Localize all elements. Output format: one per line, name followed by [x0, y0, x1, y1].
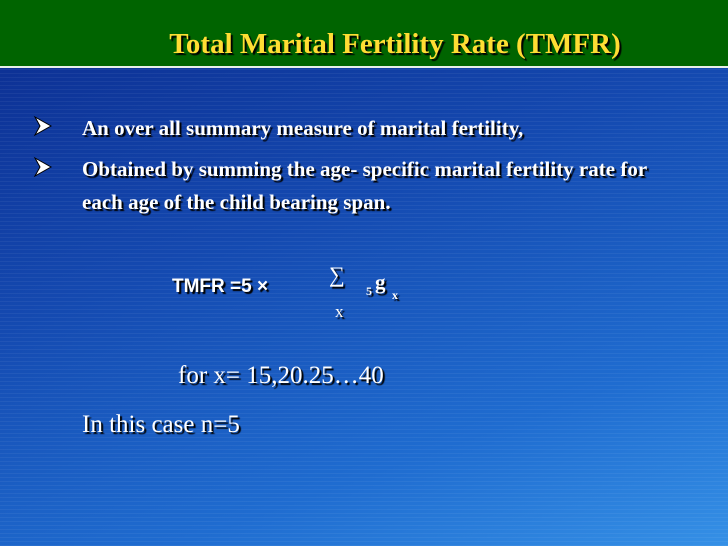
case-note: In this case n=5 — [82, 411, 240, 438]
slide-title: Total Marital Fertility Rate (TMFR) — [169, 28, 621, 60]
bullet-text: An over all summary measure of marital f… — [82, 116, 524, 140]
formula-lhs: TMFR =5 × — [172, 276, 269, 297]
title-band — [0, 0, 728, 68]
formula-sum-index: x — [335, 302, 344, 321]
bullet-arrow — [33, 156, 53, 178]
bullet-arrow — [33, 115, 53, 137]
formula-prefix: 5 — [366, 284, 372, 298]
formula-sum: ∑ — [329, 262, 345, 287]
range-note: for x= 15,20.25…40 — [178, 362, 384, 389]
bullet-text: Obtained by summing the age- specific ma… — [82, 157, 647, 214]
formula-subscript: x — [392, 288, 398, 302]
formula-symbol: g — [375, 270, 386, 294]
